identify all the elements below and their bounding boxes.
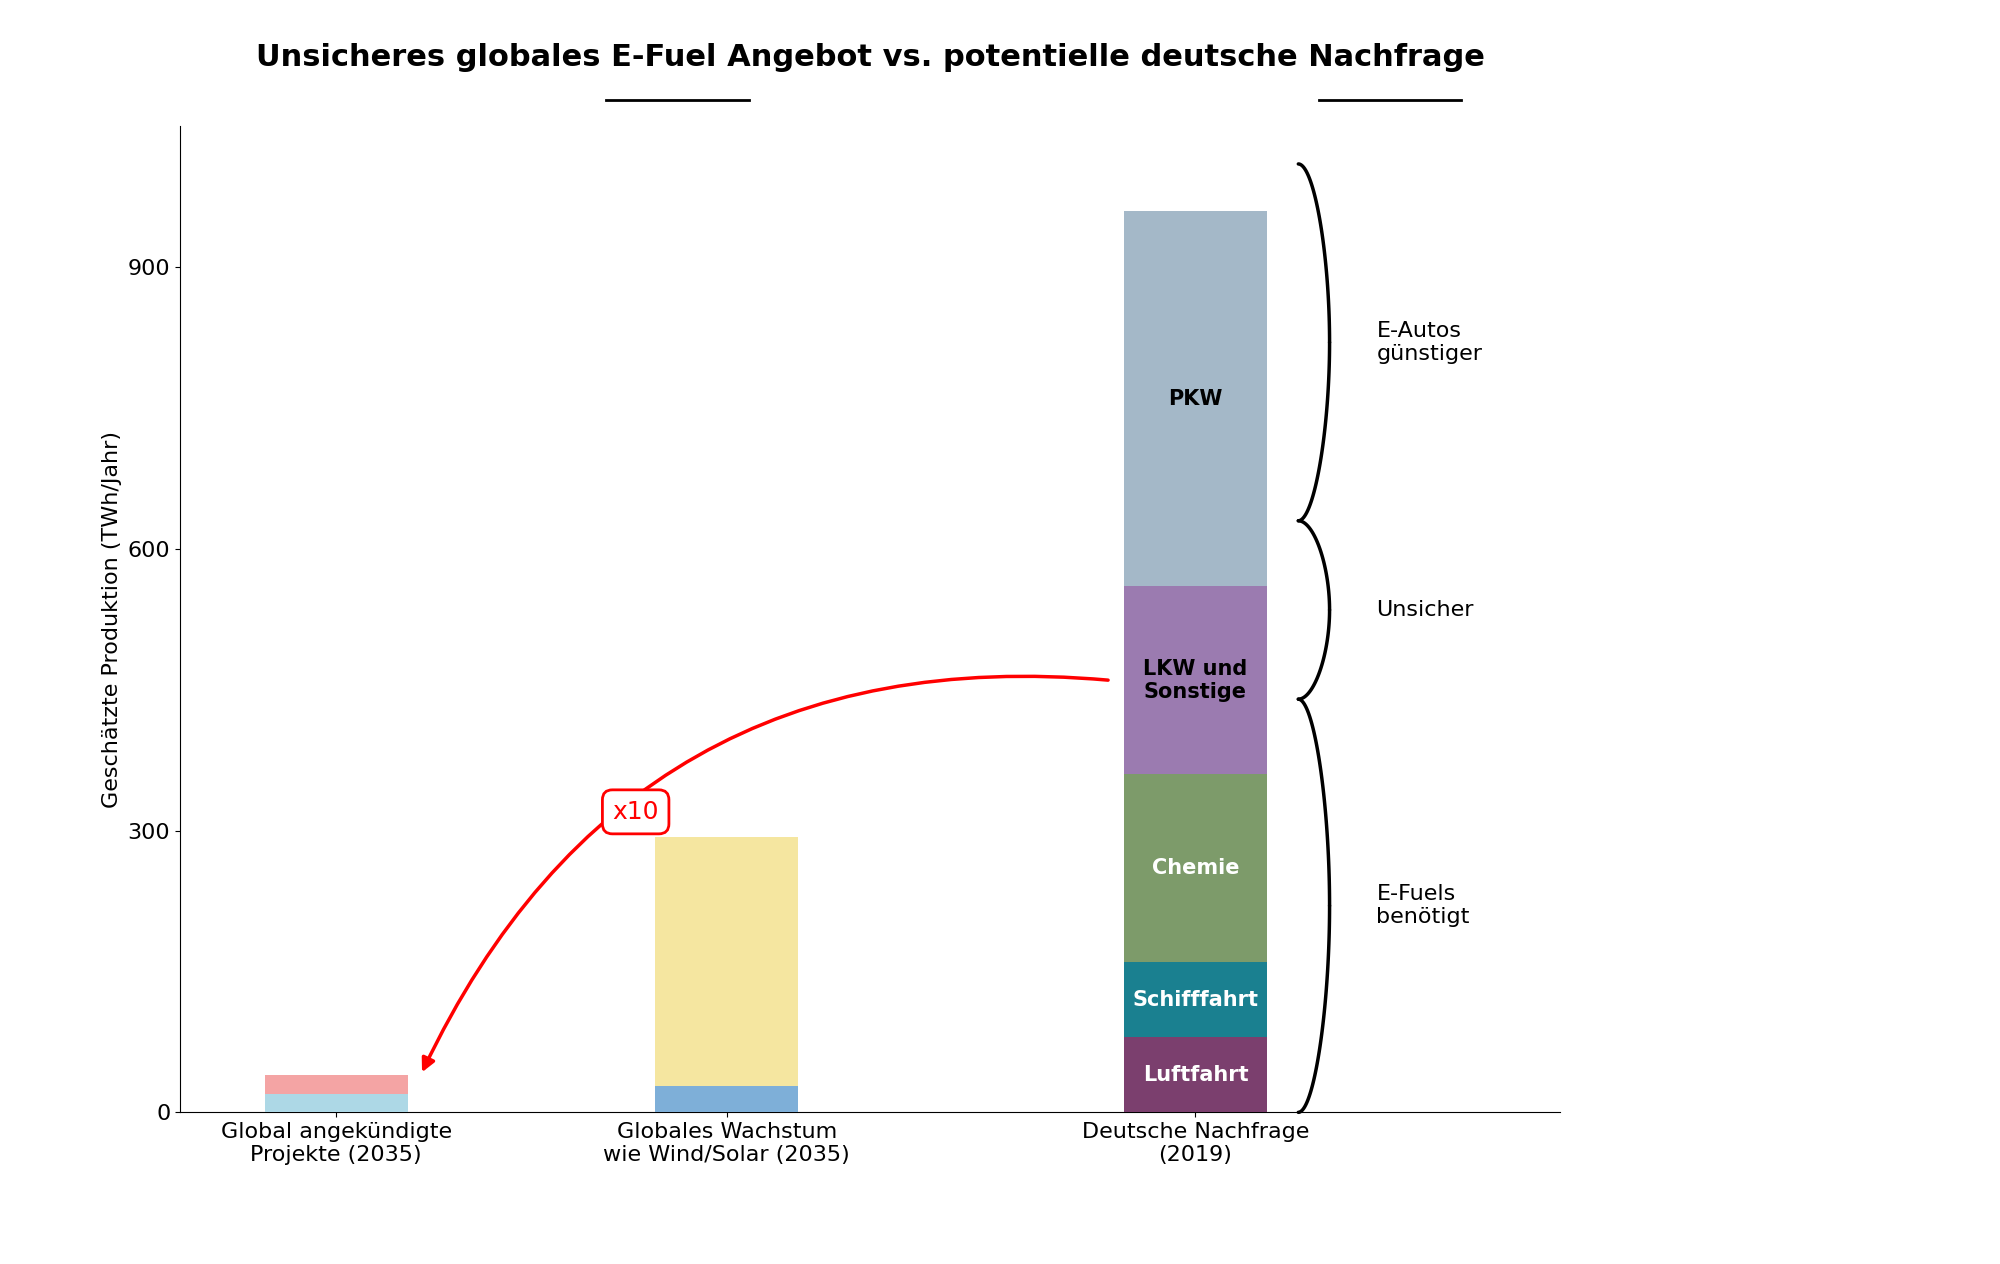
Bar [656,1086,798,1112]
Text: Unsicheres globales E-Fuel Angebot vs. potentielle deutsche Nachfrage: Unsicheres globales E-Fuel Angebot vs. p… [256,43,1484,72]
Bar [1124,775,1268,962]
Bar [1124,1038,1268,1112]
Bar [1124,586,1268,775]
Text: PKW: PKW [1168,389,1222,408]
Text: Chemie: Chemie [1152,858,1240,878]
Text: x10: x10 [612,800,658,824]
Bar [264,1093,408,1112]
Text: E-Fuels
benötigt: E-Fuels benötigt [1376,884,1470,928]
Bar [1124,962,1268,1038]
Bar [656,837,798,1086]
Text: Schifffahrt: Schifffahrt [1132,990,1258,1010]
Bar [264,1074,408,1093]
Text: E-Autos
günstiger: E-Autos günstiger [1376,321,1482,364]
Bar [1124,211,1268,586]
Text: Unsicher: Unsicher [1376,600,1474,619]
Text: Luftfahrt: Luftfahrt [1142,1064,1248,1085]
Y-axis label: Geschätzte Produktion (TWh/Jahr): Geschätzte Produktion (TWh/Jahr) [102,431,122,808]
Text: LKW und
Sonstige: LKW und Sonstige [1144,659,1248,702]
